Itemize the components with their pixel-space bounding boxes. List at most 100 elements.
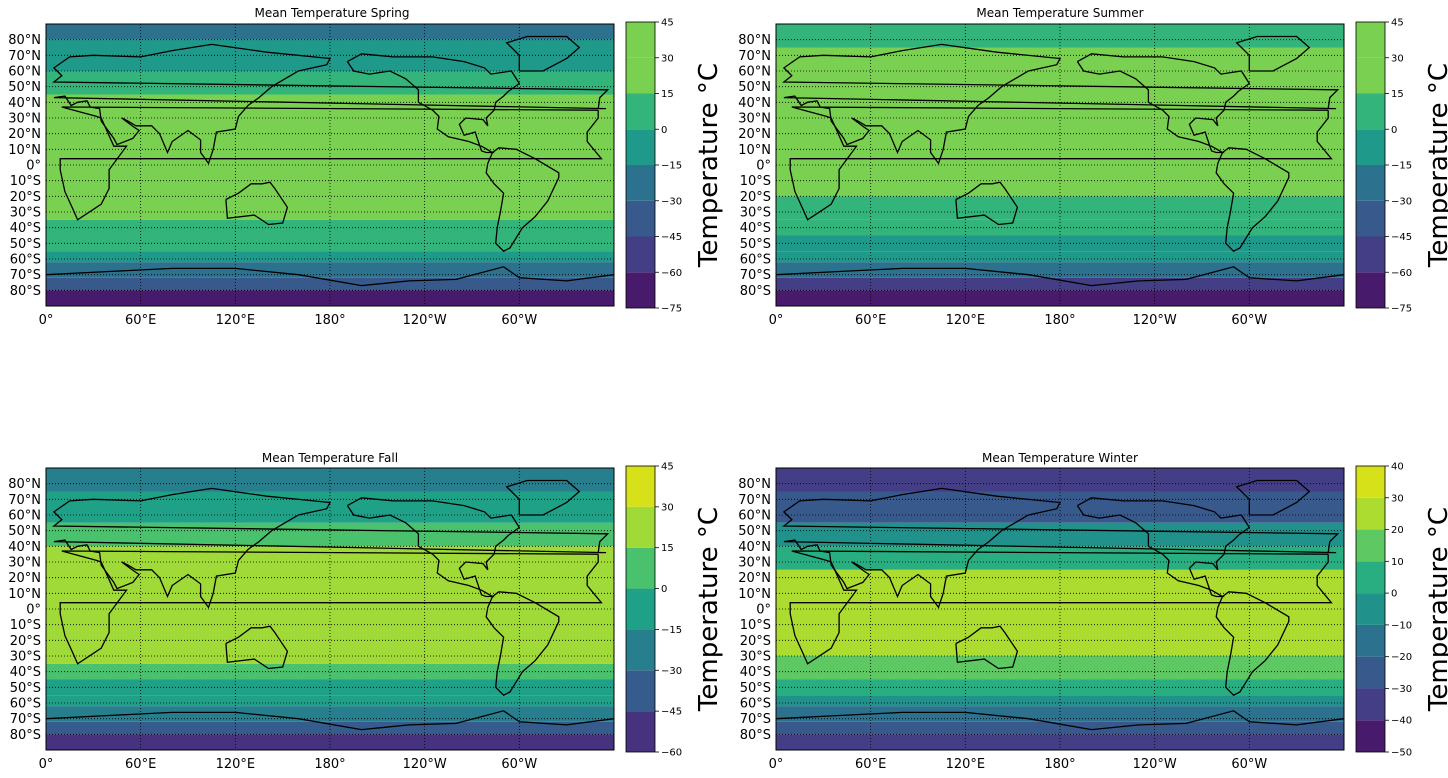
lat-tick-label: 50°S [740, 681, 771, 696]
colorbar-segment [626, 711, 655, 752]
coastlines [45, 479, 615, 731]
lat-tick-label: 40°N [8, 96, 41, 111]
colorbar-segment [1356, 497, 1385, 530]
colorbar-segment [626, 93, 655, 130]
temperature-band [776, 695, 1344, 707]
colorbar-label: Temperature °C [1424, 63, 1448, 268]
lat-tick-label: 20°N [738, 127, 771, 142]
temperature-band [46, 546, 614, 664]
lat-tick-label: 10°S [10, 618, 41, 633]
lat-tick-label: 50°N [738, 80, 771, 95]
colorbar-tick-label: −30 [661, 196, 682, 207]
lon-tick-label: 120°W [403, 313, 447, 328]
temperature-band [776, 706, 1344, 722]
colorbar-tick-label: 45 [661, 462, 674, 473]
temperature-band [776, 251, 1344, 263]
lat-tick-label: 70°S [10, 712, 41, 727]
colorbar-segment [1356, 720, 1385, 752]
coastline [52, 487, 610, 609]
lat-tick-label: 0° [756, 603, 771, 618]
colorbar-tick-label: −50 [1391, 748, 1412, 759]
lat-tick-label: 80°S [10, 728, 41, 743]
colorbar-tick-label: −20 [1391, 652, 1412, 663]
temperature-band [46, 721, 614, 735]
colorbar-tick-label: −30 [661, 666, 682, 677]
map-frame [775, 467, 1345, 751]
lat-tick-label: 70°S [10, 268, 41, 283]
lat-tick-label: 20°S [740, 190, 771, 205]
lat-tick-label: 70°N [8, 493, 41, 508]
colorbar-segment [626, 236, 655, 273]
lat-tick-label: 60°S [10, 697, 41, 712]
lat-tick-label: 80°N [738, 33, 771, 48]
colorbar-segment [1356, 165, 1385, 201]
coastline [1215, 591, 1290, 696]
colorbar-tick-label: 45 [661, 18, 674, 29]
colorbar-tick-label: 0 [1391, 589, 1397, 600]
colorbar-segment [1356, 688, 1385, 721]
colorbar-segment [626, 588, 655, 630]
colorbar-tick-label: 0 [661, 584, 667, 595]
colorbar-tick-label: −15 [661, 161, 682, 172]
temperature-band [46, 695, 614, 707]
lat-tick-label: 10°S [740, 618, 771, 633]
lon-tick-label: 120°E [946, 757, 986, 772]
lat-tick-label: 50°N [738, 524, 771, 539]
lat-tick-label: 70°N [738, 49, 771, 64]
colorbar-segment [626, 272, 655, 308]
colorbar-segment [1356, 593, 1385, 625]
lat-tick-label: 60°N [8, 509, 41, 524]
lon-tick-label: 120°W [1133, 757, 1177, 772]
colorbar-segment [626, 629, 655, 671]
coastline [52, 43, 610, 165]
colorbar-frame [1355, 465, 1386, 753]
colorbar-segment [626, 670, 655, 712]
colorbar-tick-label: −45 [661, 707, 682, 718]
colorbar-tick-label: −45 [661, 232, 682, 243]
colorbar-segment [626, 200, 655, 237]
colorbar-segment [1356, 624, 1385, 657]
colorbar-tick-label: −15 [661, 625, 682, 636]
colorbar-tick-label: −30 [1391, 684, 1412, 695]
lon-tick-label: 180° [314, 757, 345, 772]
map-panel-4: Mean Temperature Winter80°N70°N60°N50°N4… [738, 451, 1448, 772]
lon-tick-label: 0° [39, 313, 54, 328]
temperature-band [776, 24, 1344, 48]
colorbar-tick-label: −10 [1391, 620, 1412, 631]
lat-tick-label: 80°S [740, 728, 771, 743]
lon-tick-label: 120°E [216, 757, 256, 772]
coastline [782, 43, 1340, 165]
lat-tick-label: 40°S [10, 665, 41, 680]
lon-tick-label: 180° [1044, 757, 1075, 772]
temperature-band [776, 196, 1344, 220]
panel-title: Mean Temperature Fall [262, 451, 398, 465]
lat-tick-label: 30°N [738, 112, 771, 127]
colorbar-segment [1356, 272, 1385, 308]
map-frame [45, 23, 615, 307]
coastline [955, 625, 1019, 670]
lat-tick-label: 60°N [738, 509, 771, 524]
lat-tick-label: 0° [26, 603, 41, 618]
colorbar-segment [1356, 57, 1385, 94]
lat-tick-label: 0° [756, 159, 771, 174]
lon-tick-label: 60°W [1231, 313, 1267, 328]
colorbar-tick-label: −30 [1391, 196, 1412, 207]
lat-tick-label: 30°N [8, 112, 41, 127]
coastline [505, 35, 581, 72]
colorbar-tick-label: −60 [661, 748, 682, 759]
map-frame [775, 23, 1345, 307]
lat-tick-label: 70°S [740, 712, 771, 727]
lat-tick-label: 40°N [738, 540, 771, 555]
coastlines [775, 35, 1345, 287]
lon-tick-label: 60°W [501, 757, 537, 772]
map-panel-2: Mean Temperature Summer80°N70°N60°N50°N4… [738, 6, 1448, 328]
coastline [775, 266, 1345, 287]
colorbar-frame [625, 465, 656, 753]
temperature-band [46, 663, 614, 680]
colorbar-tick-label: −60 [661, 268, 682, 279]
lat-tick-label: 30°S [10, 650, 41, 665]
map-panel-1: Mean Temperature Spring80°N70°N60°N50°N4… [8, 6, 724, 328]
colorbar-label: Temperature °C [1424, 507, 1448, 712]
colorbar-segment [626, 547, 655, 589]
